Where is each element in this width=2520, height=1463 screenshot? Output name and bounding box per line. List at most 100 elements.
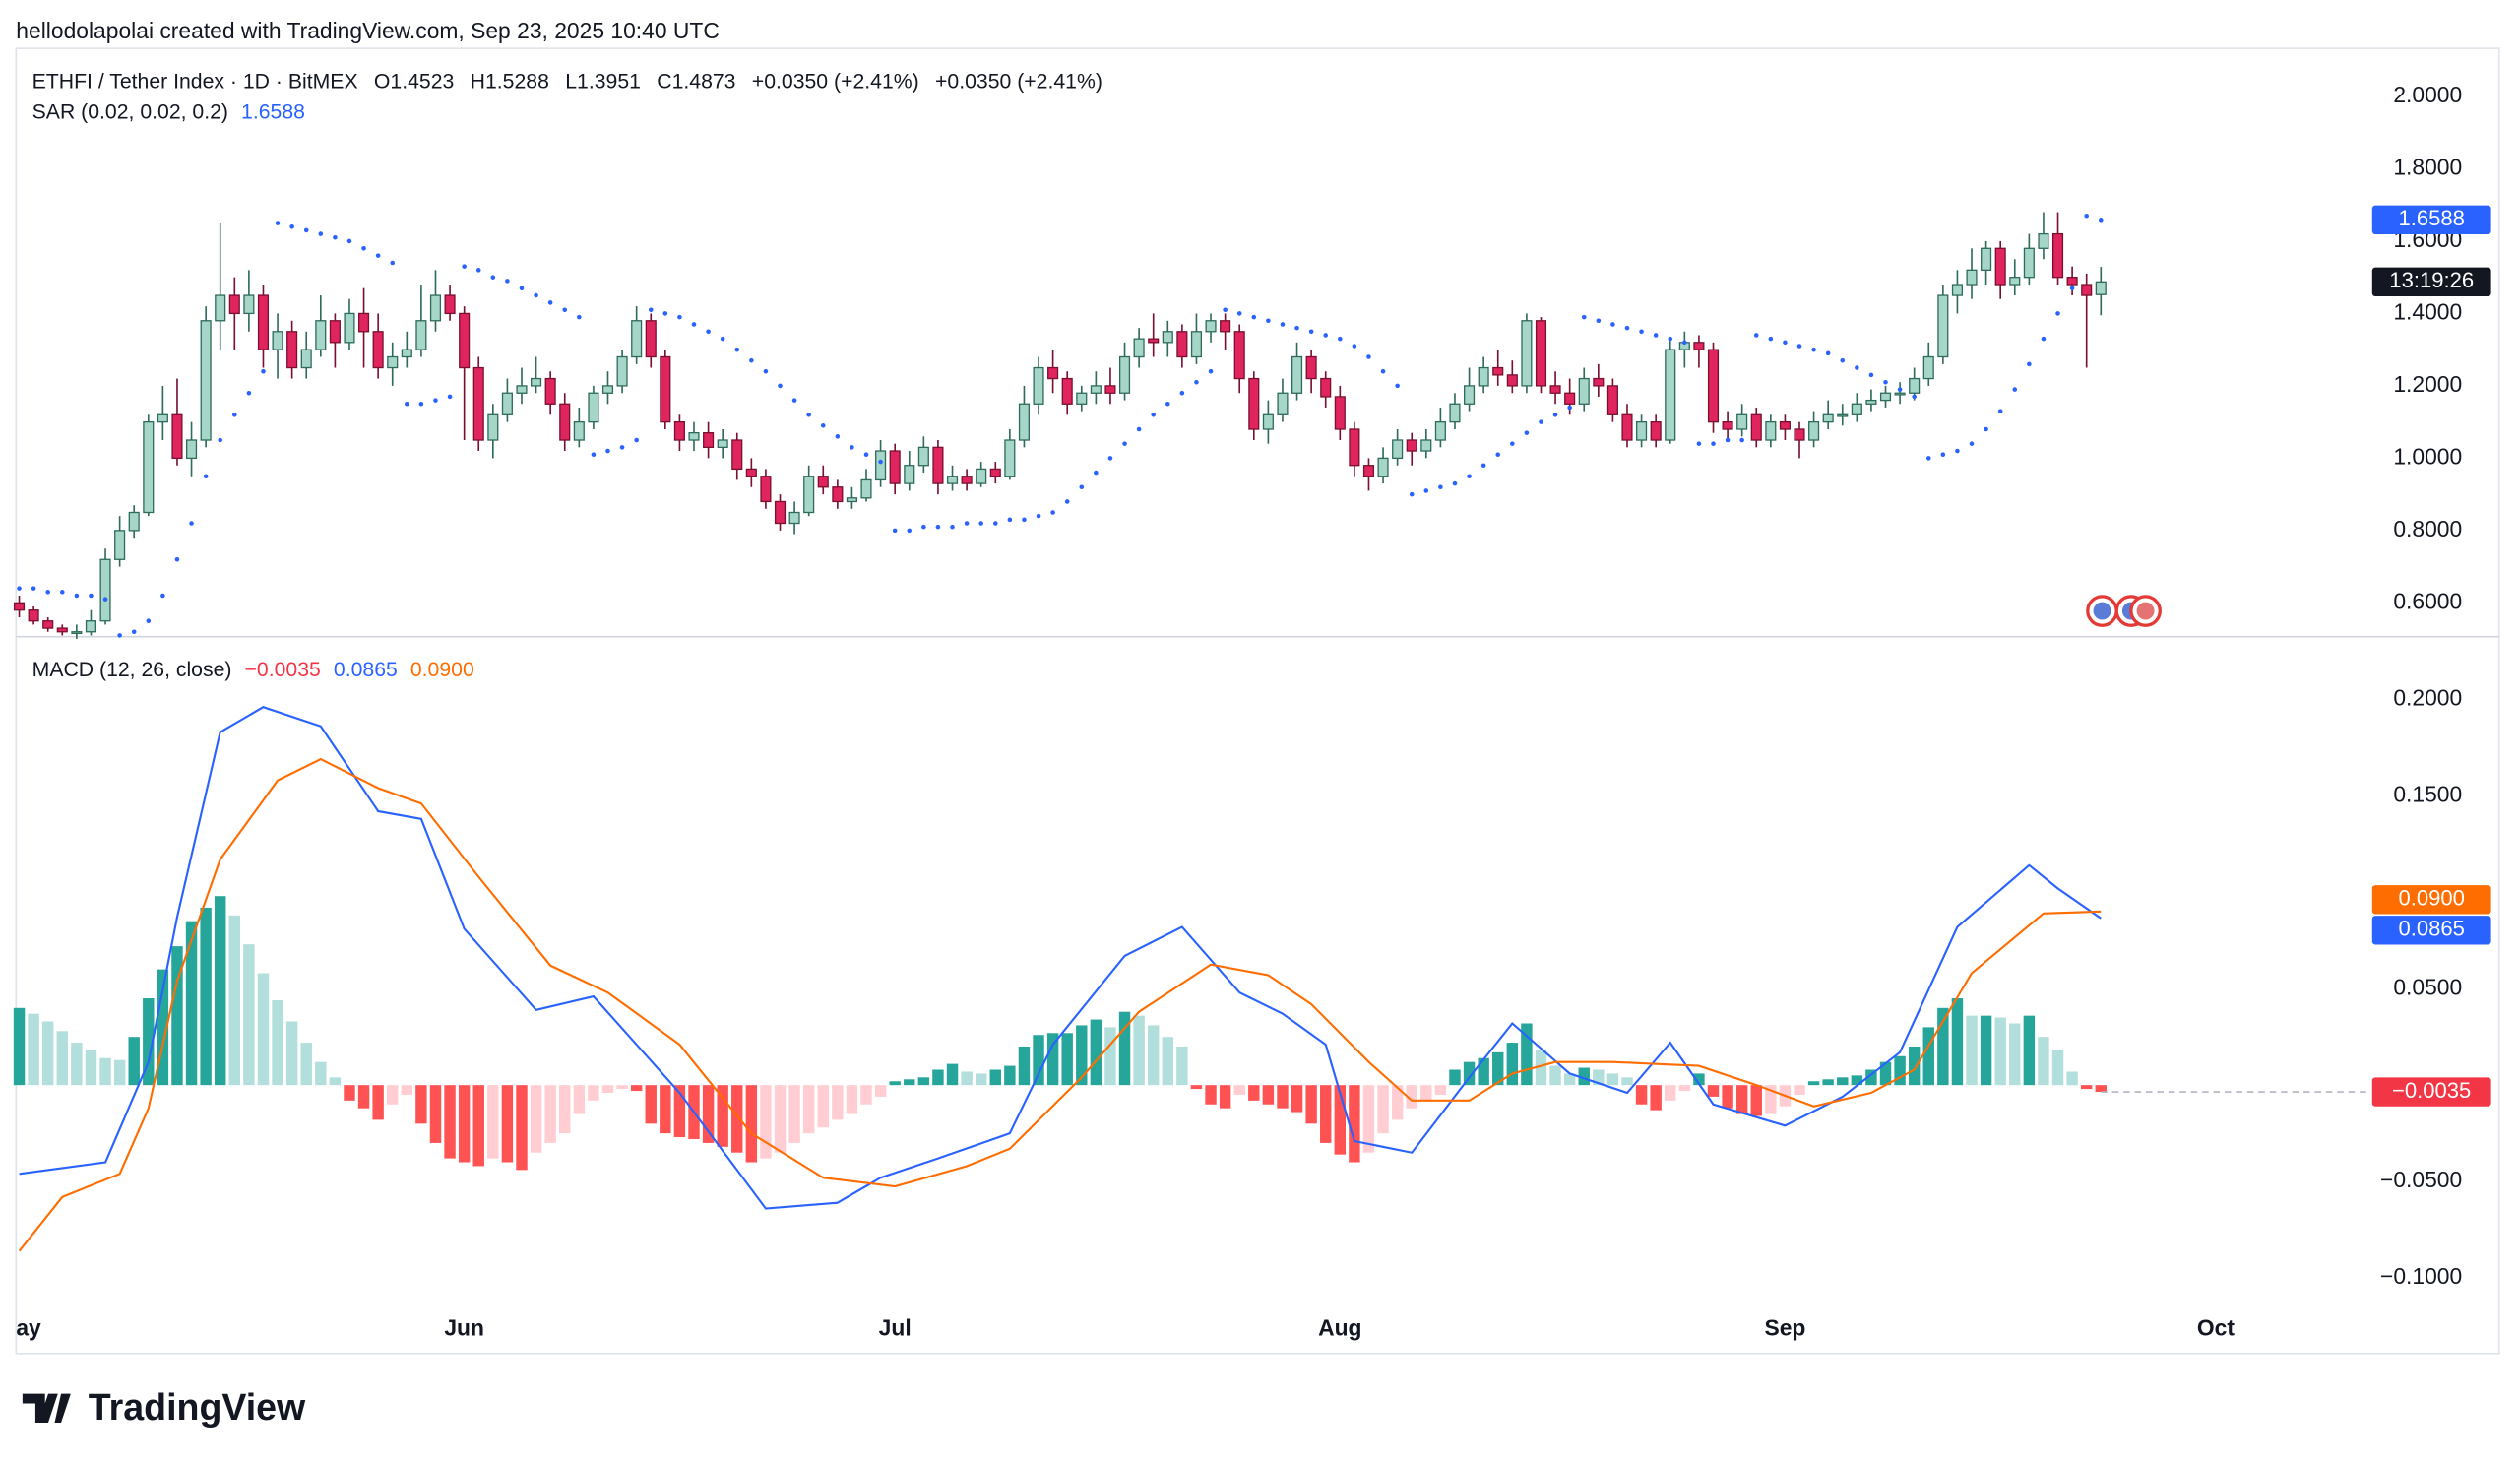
candle-body: [315, 320, 327, 350]
histogram-bar: [1865, 1069, 1877, 1086]
sar-dot: [318, 231, 324, 236]
sar-dot: [534, 292, 538, 298]
legend-ohlc: L1.3951: [565, 70, 641, 93]
histogram-bar: [989, 1069, 1001, 1086]
candle-body: [559, 403, 571, 441]
sar-dot: [1323, 333, 1329, 338]
candle-body: [1521, 320, 1533, 387]
credit: hellodolapolai created with TradingView.…: [16, 18, 720, 43]
candle-body: [157, 413, 168, 423]
y-tick-label: 1.2000: [2393, 371, 2462, 397]
histogram-bar: [2023, 1015, 2036, 1086]
sar-dot: [418, 401, 424, 407]
sar-dot: [131, 629, 137, 635]
candle-body: [1549, 385, 1561, 394]
candle-body: [372, 331, 384, 369]
candle-body: [601, 385, 614, 394]
x-tick-label: May: [0, 1314, 41, 1340]
candle-body: [1047, 366, 1059, 380]
hist-tag: −0.0035: [2392, 1078, 2471, 1103]
sar-dot: [1510, 441, 1515, 446]
sar-dot: [1524, 430, 1530, 435]
sar-dot: [1452, 480, 1458, 486]
candle-body: [1104, 385, 1116, 394]
y-tick-label: −0.0500: [2380, 1167, 2462, 1192]
candle-body: [1994, 247, 2006, 286]
sar-dot: [1940, 452, 1946, 457]
histogram-bar: [1046, 1033, 1059, 1086]
sar-dot: [2098, 218, 2104, 223]
sar-dot: [1495, 452, 1501, 457]
candle-body: [329, 320, 341, 344]
sar-dot: [1036, 513, 1041, 519]
sar-dot: [791, 398, 797, 403]
sar-dot: [1610, 322, 1615, 327]
sar-dot: [648, 307, 654, 313]
candle-body: [71, 631, 83, 635]
sar-dot: [763, 368, 769, 374]
histogram-bar: [788, 1085, 800, 1143]
histogram-bar: [1521, 1023, 1533, 1086]
candle-body: [1392, 439, 1404, 460]
candle-body: [875, 450, 887, 481]
histogram-bar: [458, 1085, 471, 1163]
candle-body: [2095, 281, 2107, 295]
sar-tag-box: [2371, 205, 2491, 235]
candle-body: [1162, 331, 1173, 344]
sar-dot: [462, 264, 467, 269]
histogram-bar: [1492, 1051, 1504, 1086]
histogram-bar: [961, 1071, 973, 1086]
histogram-bar: [645, 1085, 657, 1124]
legend: SAR (0.02, 0.02, 0.2) 1.6588: [32, 100, 305, 123]
sar-dot: [591, 452, 597, 457]
histogram-bar: [128, 1037, 140, 1086]
candle-body: [1736, 413, 1748, 430]
sar-dot: [1050, 510, 1055, 515]
candle-body: [1937, 294, 1949, 358]
histogram-bar: [2066, 1071, 2078, 1086]
candle-body: [1765, 420, 1777, 441]
candle-body: [1879, 392, 1892, 402]
candle-body: [1621, 413, 1633, 441]
sar-dot: [189, 521, 194, 526]
histogram-bar: [1535, 1050, 1547, 1086]
histogram-bar: [1894, 1055, 1906, 1086]
candle-body: [1434, 420, 1446, 441]
histogram-bar: [1593, 1069, 1605, 1086]
sar-dot: [1107, 456, 1113, 461]
candle-body: [1277, 392, 1289, 415]
countdown: 13:19:26: [2389, 268, 2474, 292]
sar-dot: [246, 390, 252, 396]
sar-tag: 1.6588: [2399, 206, 2465, 230]
sar-dot: [1480, 463, 1486, 469]
histogram-bar: [1118, 1011, 1131, 1086]
histogram-bar: [1765, 1085, 1777, 1114]
candle-body: [1894, 392, 1906, 396]
sar-dot: [1768, 336, 1774, 342]
candle-body: [1966, 269, 1978, 286]
sar-dot: [1251, 314, 1257, 320]
histogram-bar: [1735, 1085, 1748, 1114]
macd-tag: 0.0865: [2399, 917, 2465, 941]
histogram-bar: [1578, 1067, 1590, 1086]
event-flags[interactable]: [2086, 595, 2162, 627]
sar-dot: [261, 368, 266, 374]
histogram-bar: [1349, 1085, 1360, 1163]
candle-body: [1248, 377, 1260, 430]
histogram-bar: [946, 1063, 959, 1086]
candle-body: [243, 294, 255, 315]
legend-ohlc: H1.5288: [471, 70, 549, 93]
candle-body: [2009, 277, 2021, 286]
histogram-bar: [1621, 1077, 1633, 1086]
candle-body: [1578, 377, 1590, 405]
y-tick-label: 1.8000: [2393, 154, 2462, 179]
sar-dot: [605, 448, 610, 454]
candle-body: [185, 439, 198, 460]
histogram-bar: [1434, 1085, 1447, 1095]
histogram-bar: [1277, 1085, 1289, 1109]
candle-body: [28, 609, 39, 622]
histogram-bar: [917, 1077, 930, 1086]
histogram-bar: [1233, 1085, 1245, 1095]
sar-dot: [1682, 340, 1687, 346]
sar-dot: [1825, 350, 1831, 356]
